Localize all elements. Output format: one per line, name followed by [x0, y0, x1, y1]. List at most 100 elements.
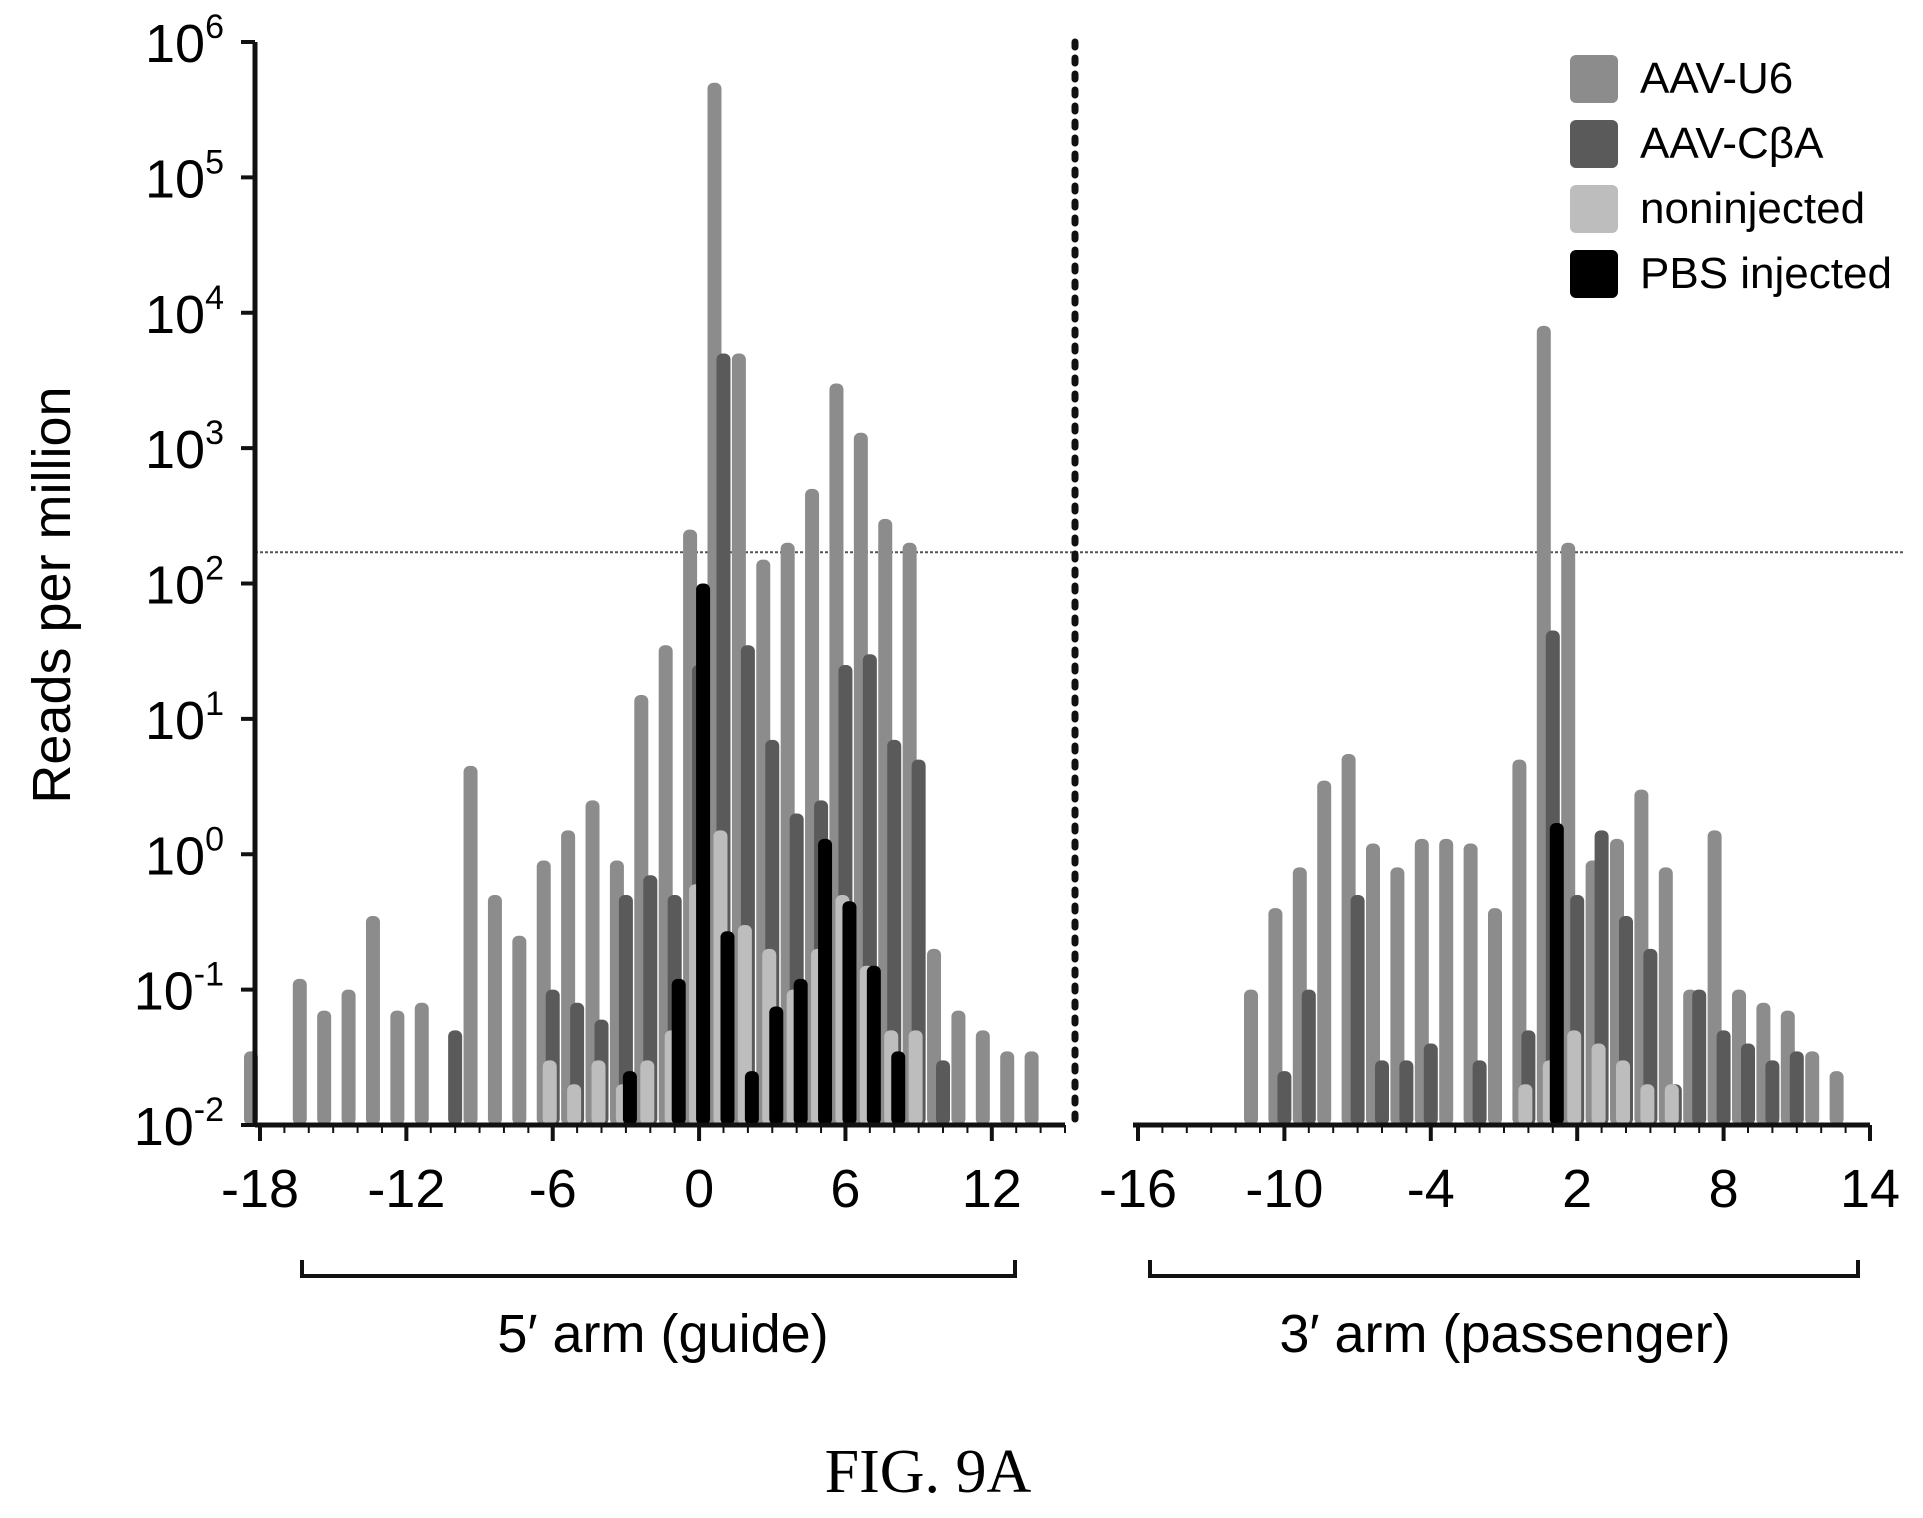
figure-caption: FIG. 9A [825, 1438, 1032, 1506]
x-tick-label: 0 [684, 1159, 714, 1219]
legend-label: AAV-U6 [1640, 54, 1793, 103]
x-tick-label: -18 [221, 1159, 299, 1219]
bar [1549, 823, 1564, 1125]
bar [622, 1071, 637, 1125]
legend-swatch [1570, 55, 1618, 103]
bar [744, 1071, 759, 1125]
bar [1591, 1043, 1606, 1125]
axes-layer: 106 105 104 103 102 101 100 10-1 10-2-18 -12 -6 0 6 1… [134, 8, 1900, 1219]
bar [341, 989, 356, 1125]
bar [1268, 908, 1283, 1125]
bar [1643, 948, 1658, 1125]
bar [975, 1030, 990, 1125]
bar [720, 931, 735, 1125]
bar [640, 1060, 655, 1125]
bar [908, 1030, 923, 1125]
x-tick-label: 8 [1709, 1159, 1739, 1219]
bar [818, 838, 833, 1125]
bar [951, 1010, 966, 1125]
legend-swatch [1570, 185, 1618, 233]
bar [1301, 989, 1316, 1125]
bar [1375, 1060, 1389, 1125]
y-tick-label: 104 [145, 279, 224, 345]
y-axis-label: Reads per million [22, 386, 82, 803]
x-tick-label: 2 [1562, 1159, 1592, 1219]
legend-label: noninjected [1640, 184, 1865, 233]
bar [1658, 867, 1673, 1125]
legend-swatch [1570, 250, 1618, 298]
legend-swatch [1570, 120, 1618, 168]
y-tick-label: 106 [145, 8, 224, 74]
bar [1765, 1060, 1780, 1125]
y-tick-label: 101 [145, 685, 224, 751]
bar [1805, 1051, 1820, 1125]
bar [842, 901, 857, 1125]
bar [1024, 1051, 1039, 1125]
bar [1616, 1060, 1630, 1125]
bar [671, 978, 686, 1125]
bar [1000, 1051, 1015, 1125]
bar [1366, 843, 1380, 1125]
bar [1716, 1030, 1731, 1125]
bar [512, 935, 527, 1125]
bar [390, 1010, 405, 1125]
x-tick-label: 6 [830, 1159, 860, 1219]
bars-layer [244, 82, 1844, 1126]
bar [1664, 1084, 1679, 1125]
bar [1472, 1060, 1487, 1125]
bar [448, 1030, 463, 1125]
x-tick-label: -6 [529, 1159, 577, 1219]
panel-label-5-arm: 5′ arm (guide) [497, 1304, 828, 1364]
bar [618, 895, 633, 1125]
y-tick-label: 102 [145, 550, 224, 616]
bar [487, 895, 502, 1125]
x-tick-label: -16 [1099, 1159, 1177, 1219]
bar [317, 1010, 332, 1125]
bar [1439, 838, 1454, 1125]
bar [696, 583, 711, 1125]
bar [591, 1060, 606, 1125]
bar [1640, 1084, 1655, 1125]
x-tick-label: 14 [1840, 1159, 1900, 1219]
bar [887, 739, 902, 1125]
panel-bracket-3-arm [1148, 1260, 1860, 1278]
bar [866, 965, 881, 1125]
bar [414, 1002, 429, 1125]
bar [365, 915, 380, 1125]
bar [1789, 1051, 1804, 1125]
bar [1399, 1060, 1414, 1125]
bar [1567, 1030, 1582, 1125]
x-tick-label: -12 [367, 1159, 445, 1219]
bar [891, 1051, 906, 1125]
x-tick-label: -4 [1407, 1159, 1455, 1219]
panel-bracket-5-arm [300, 1260, 1017, 1278]
y-tick-label: 100 [145, 820, 224, 886]
x-tick-label: 12 [962, 1159, 1022, 1219]
panel-label-3-arm: 3′ arm (passenger) [1279, 1304, 1730, 1364]
bar [769, 1006, 784, 1125]
bar [936, 1060, 951, 1125]
bar [542, 1060, 557, 1125]
y-tick-label: 10-2 [134, 1091, 224, 1157]
y-tick-label: 10-1 [134, 956, 224, 1022]
legend: AAV-U6 AAV-CβA noninjected PBS injected [1570, 54, 1892, 298]
bar [1692, 989, 1707, 1125]
y-tick-label: 103 [145, 414, 224, 480]
x-tick-label: -10 [1245, 1159, 1323, 1219]
bar [1317, 780, 1332, 1125]
bar [1741, 1043, 1755, 1125]
legend-label: PBS injected [1640, 249, 1892, 298]
bar [1390, 867, 1405, 1125]
bar [1244, 989, 1258, 1125]
bar [567, 1084, 582, 1125]
bar [463, 765, 478, 1125]
bar [1423, 1043, 1438, 1125]
bar [292, 978, 307, 1125]
bar [793, 978, 808, 1125]
bar [1518, 1084, 1533, 1125]
bar [1350, 895, 1365, 1125]
bar [1463, 843, 1478, 1125]
y-tick-label: 105 [145, 143, 224, 209]
legend-label: AAV-CβA [1640, 119, 1824, 168]
